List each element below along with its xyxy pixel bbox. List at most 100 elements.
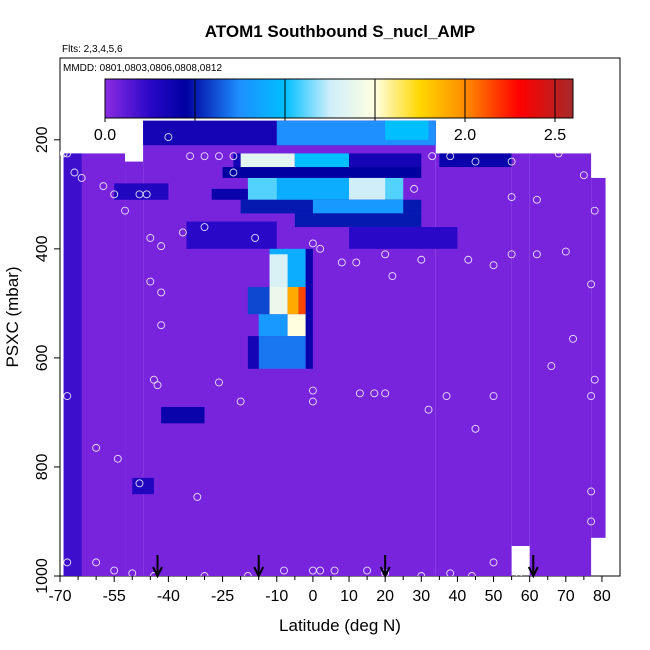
heatmap-cell <box>247 336 259 369</box>
observation-point <box>316 244 325 253</box>
observation-point <box>337 258 346 267</box>
observation-point <box>243 572 252 576</box>
observation-point <box>157 288 166 297</box>
observation-point <box>579 171 588 180</box>
observation-point <box>561 247 570 256</box>
heatmap-cell <box>258 314 288 337</box>
x-tick-label: 10 <box>340 588 358 605</box>
heatmap-cell <box>211 188 248 200</box>
heatmap-cell <box>269 287 288 315</box>
heatmap-cell <box>63 153 82 576</box>
colorbar-tick-label: 0.0 <box>94 127 116 144</box>
dates-label: MMDD: 0801,0803,0806,0808,0812 <box>63 63 222 74</box>
x-tick-label: 70 <box>557 588 575 605</box>
heatmap-cell <box>435 153 512 576</box>
observation-point <box>381 389 390 398</box>
observation-point <box>77 174 86 182</box>
heatmap-cell <box>247 287 270 315</box>
observation-point <box>464 255 473 264</box>
observation-point <box>532 195 541 204</box>
observation-point <box>424 405 433 414</box>
observation-point <box>587 392 596 401</box>
x-tick-label: 60 <box>521 588 539 605</box>
x-tick-label: 30 <box>412 588 430 605</box>
colorbar-tick-label: 2.0 <box>454 127 476 144</box>
observation-point <box>215 378 223 387</box>
axes: -70 -55 -40 -25 -10 0 10 20 30 40 50 60 70 80 200 400 60… <box>34 126 611 605</box>
observation-point <box>507 250 516 259</box>
observation-point <box>280 566 288 575</box>
observation-point <box>316 566 325 575</box>
heatmap-cell <box>186 221 277 249</box>
observation-point <box>467 572 476 576</box>
observation-point <box>236 397 245 406</box>
heatmap-cell <box>161 406 205 424</box>
observation-point <box>590 206 599 215</box>
flight-arrows <box>152 555 539 579</box>
observation-point <box>63 558 72 567</box>
x-tick-label: -25 <box>211 588 234 605</box>
observation-point <box>193 492 202 501</box>
heatmap-cell <box>276 177 350 200</box>
observation-point <box>63 149 72 158</box>
heatmap-cell <box>349 177 386 200</box>
x-tick-label: -40 <box>157 588 180 605</box>
observation-point <box>569 334 577 343</box>
observation-point <box>99 182 108 191</box>
flights-label: Flts: 2,3,4,5,6 <box>62 44 123 55</box>
observation-point <box>229 168 238 177</box>
observation-point <box>507 157 516 166</box>
colorbar-tick-label: 2.5 <box>544 127 566 144</box>
observation-point <box>121 206 129 215</box>
x-tick-label: 50 <box>485 588 503 605</box>
observation-point <box>92 443 101 452</box>
observation-point <box>587 487 596 496</box>
observation-point <box>330 566 339 575</box>
heatmap-cell <box>439 153 512 168</box>
heatmap-cell <box>529 153 592 576</box>
flight-arrow-head <box>527 566 539 579</box>
heatmap-cell <box>287 314 306 337</box>
colorbar-gradient <box>104 78 574 119</box>
heatmap-cell <box>132 477 154 495</box>
observation-point <box>200 572 209 576</box>
x-tick-label: 0 <box>308 588 317 605</box>
heatmap-cell <box>287 287 299 315</box>
heatmap-cell <box>511 153 530 547</box>
observation-point <box>251 233 260 242</box>
observation-point <box>514 569 523 576</box>
heatmap-cell <box>294 213 422 228</box>
heatmap-cell <box>258 336 306 369</box>
observation-point <box>110 190 119 199</box>
observation-point <box>63 392 72 401</box>
observation-point <box>110 566 119 575</box>
observation-point <box>229 152 238 161</box>
observation-point <box>308 386 317 395</box>
observation-point <box>200 223 209 231</box>
observation-point <box>363 566 372 575</box>
observation-point <box>590 375 599 384</box>
observation-point <box>471 157 480 166</box>
flight-arrow-head <box>152 566 163 579</box>
observation-point <box>446 569 455 576</box>
observation-point <box>142 190 151 199</box>
y-axis-label: PSXC (mbar) <box>3 266 22 367</box>
observation-point <box>554 149 563 158</box>
observation-point <box>428 152 437 161</box>
observation-point <box>200 152 209 161</box>
observation-point <box>355 389 364 398</box>
heatmap-cell <box>591 177 606 538</box>
observation-point <box>186 152 195 161</box>
y-tick-label: 400 <box>34 235 51 262</box>
observation-point <box>149 572 158 576</box>
x-tick-label: -70 <box>48 588 71 605</box>
heatmap-layer <box>63 120 606 576</box>
heatmap-cell <box>222 167 422 178</box>
observation-point <box>146 233 155 242</box>
heatmap-cell <box>294 153 350 170</box>
x-tick-label: -55 <box>103 588 126 605</box>
observation-point <box>157 242 166 251</box>
y-tick-label: 600 <box>34 344 51 371</box>
observation-point <box>153 381 162 390</box>
